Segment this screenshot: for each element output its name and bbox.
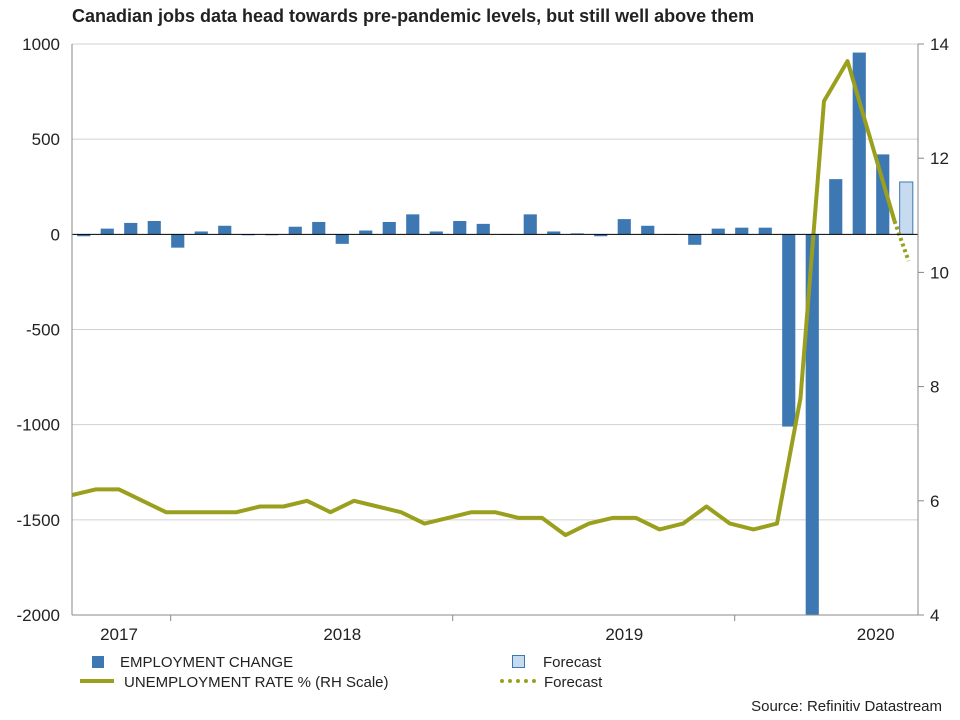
x-tick-label: 2019 xyxy=(605,625,643,644)
employment-bar xyxy=(194,231,208,235)
legend-line-forecast: Forecast xyxy=(500,674,602,691)
axes: 1000 500 0 -500 -1000 -1500 -2000 14 12 10 8 6 4 2017… xyxy=(17,35,949,644)
legend-bar-forecast: Forecast xyxy=(512,654,601,671)
employment-bar xyxy=(523,214,537,235)
left-tick-label: -500 xyxy=(26,321,60,340)
legend-unemployment: UNEMPLOYMENT RATE % (RH Scale) xyxy=(80,674,389,691)
employment-bar xyxy=(476,223,490,235)
x-tick-label: 2018 xyxy=(323,625,361,644)
left-tick-label: -1500 xyxy=(17,511,60,530)
employment-bars xyxy=(77,52,914,616)
employment-bar xyxy=(312,221,326,235)
left-tick-label: 1000 xyxy=(22,35,60,54)
right-tick-label: 14 xyxy=(930,35,949,54)
legend-bar-forecast-label: Forecast xyxy=(543,654,602,671)
legend-unemployment-label: UNEMPLOYMENT RATE % (RH Scale) xyxy=(124,674,389,691)
employment-bar xyxy=(359,230,373,235)
legend-unemployment-swatch xyxy=(80,679,114,683)
employment-bar xyxy=(406,214,420,235)
source-note: Source: Refinitiv Datastream xyxy=(751,698,942,715)
employment-bar xyxy=(382,221,396,235)
employment-forecast-bar xyxy=(899,181,914,235)
employment-bar xyxy=(594,234,608,237)
x-tick-label: 2020 xyxy=(857,625,895,644)
right-tick-label: 10 xyxy=(930,263,949,282)
employment-bar xyxy=(124,222,138,235)
left-tick-label: 0 xyxy=(51,225,60,244)
left-tick-label: 500 xyxy=(32,130,60,149)
employment-bar xyxy=(805,234,819,616)
employment-bar xyxy=(147,221,161,235)
legend-bar-forecast-swatch xyxy=(512,655,525,668)
employment-bar xyxy=(641,225,655,235)
right-tick-label: 6 xyxy=(930,492,939,511)
employment-bar xyxy=(829,179,843,235)
unemployment-line xyxy=(71,59,897,538)
employment-bar xyxy=(782,234,796,427)
employment-bar xyxy=(335,234,349,244)
legend-line-forecast-label: Forecast xyxy=(544,674,603,691)
left-tick-label: -2000 xyxy=(17,606,60,625)
employment-bar xyxy=(617,219,631,235)
employment-bar xyxy=(218,225,232,235)
legend-employment-swatch xyxy=(92,656,104,668)
employment-bar xyxy=(547,231,561,235)
legend-employment-label: EMPLOYMENT CHANGE xyxy=(120,654,294,671)
employment-bar xyxy=(77,234,91,237)
right-tick-label: 12 xyxy=(930,149,949,168)
employment-bar xyxy=(758,227,772,235)
x-tick-label: 2017 xyxy=(100,625,138,644)
legend-employment: EMPLOYMENT CHANGE xyxy=(92,654,293,671)
unemployment-forecast-line xyxy=(892,220,911,262)
employment-bar xyxy=(688,234,702,245)
employment-bar xyxy=(171,234,185,248)
employment-bar xyxy=(852,52,866,235)
chart-title: Canadian jobs data head towards pre-pand… xyxy=(72,6,755,26)
right-tick-label: 8 xyxy=(930,378,939,397)
left-tick-label: -1000 xyxy=(17,416,60,435)
employment-bar xyxy=(735,227,749,235)
employment-bar xyxy=(100,228,114,235)
employment-bar xyxy=(288,226,302,235)
employment-bar xyxy=(453,221,467,235)
employment-bar xyxy=(711,228,725,235)
right-tick-label: 4 xyxy=(930,606,939,625)
unemployment-line-layer xyxy=(71,59,911,538)
legend-line-forecast-swatch xyxy=(500,679,536,683)
employment-bar xyxy=(429,231,443,235)
